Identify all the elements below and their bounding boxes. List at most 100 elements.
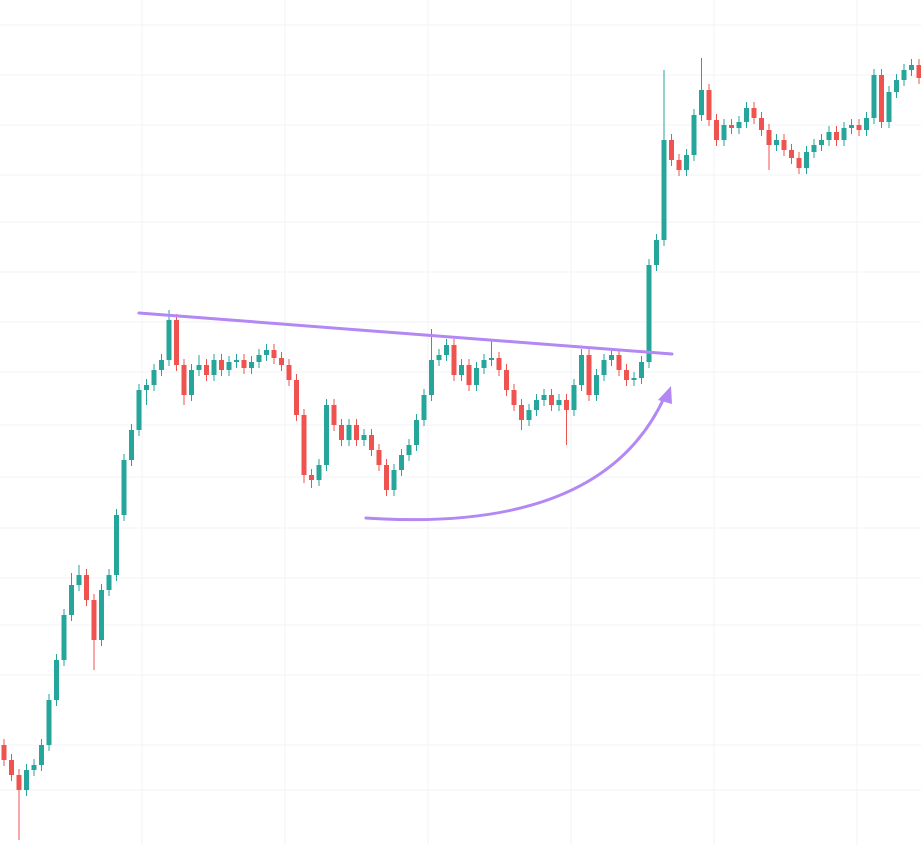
candle-body xyxy=(99,590,104,640)
candle-body xyxy=(714,120,719,140)
candle-body xyxy=(879,75,884,122)
annotations xyxy=(137,311,674,522)
candle-body xyxy=(474,368,479,385)
candle-body xyxy=(264,350,269,355)
candle-body xyxy=(699,90,704,115)
candle-body xyxy=(114,515,119,575)
candle-body xyxy=(346,425,352,440)
candle-body xyxy=(639,362,644,378)
candle-body xyxy=(804,152,809,168)
candle-body xyxy=(249,362,254,368)
candle-body xyxy=(369,435,374,450)
candle-body xyxy=(84,575,89,600)
candle-body xyxy=(459,365,464,375)
candle-body xyxy=(219,360,224,370)
candle-body xyxy=(909,65,914,70)
candle-body xyxy=(556,400,562,405)
candle-body xyxy=(631,378,637,380)
candle-body xyxy=(46,700,52,745)
candle-body xyxy=(294,380,299,415)
arrow-head xyxy=(658,386,672,404)
candle-body xyxy=(406,445,412,455)
candle-body xyxy=(706,90,712,120)
candle-body xyxy=(549,395,554,405)
candle-body xyxy=(451,345,457,375)
candle-body xyxy=(31,765,37,770)
candle-body xyxy=(376,450,382,465)
candle-body xyxy=(504,370,509,390)
candle-body xyxy=(69,585,74,615)
candle-body xyxy=(414,420,419,445)
candle-body xyxy=(781,140,787,150)
curved-arrow xyxy=(364,396,666,522)
candle-body xyxy=(901,70,907,80)
candle-body xyxy=(144,385,149,390)
candle-body xyxy=(384,465,389,490)
candle-body xyxy=(886,92,892,122)
candle-body xyxy=(489,358,494,360)
candle-body xyxy=(286,365,292,380)
candle-body xyxy=(774,140,779,145)
candle-body xyxy=(624,370,629,380)
candle-body xyxy=(241,360,247,368)
candle-body xyxy=(894,80,899,92)
candle-body xyxy=(796,158,802,168)
candle-body xyxy=(444,345,449,355)
candle-body xyxy=(204,365,209,375)
candle-body xyxy=(721,125,727,140)
candle-body xyxy=(234,360,239,362)
candle-body xyxy=(759,118,764,130)
candle-body xyxy=(279,358,284,365)
candle-body xyxy=(871,75,877,118)
candle-body xyxy=(301,415,307,475)
candle-body xyxy=(564,400,569,410)
candle-body xyxy=(541,395,547,400)
candle-body xyxy=(766,130,772,145)
candle-body xyxy=(594,375,599,395)
candle-body xyxy=(481,360,487,368)
candle-body xyxy=(684,155,689,170)
candle-body xyxy=(316,465,322,480)
candle-body xyxy=(61,615,67,660)
candle-body xyxy=(39,745,44,765)
candle-body xyxy=(181,365,187,395)
candle-body xyxy=(76,575,82,585)
candle-body xyxy=(391,470,397,490)
candle-body xyxy=(496,358,502,370)
candle-body xyxy=(511,390,517,405)
candle-body xyxy=(331,405,337,425)
candle-body xyxy=(849,125,854,128)
candle-body xyxy=(361,435,367,440)
candle-body xyxy=(24,770,29,790)
candle-body xyxy=(834,132,839,140)
candle-body xyxy=(751,108,757,118)
candles xyxy=(1,58,921,840)
candle-body xyxy=(691,115,697,155)
candle-body xyxy=(729,125,734,128)
candle-body xyxy=(856,125,862,130)
candle-body xyxy=(646,265,652,362)
candle-body xyxy=(519,405,524,420)
candle-body xyxy=(811,145,817,152)
candle-body xyxy=(421,395,427,420)
candle-body xyxy=(91,600,97,640)
candle-body xyxy=(841,128,847,140)
candle-body xyxy=(571,385,577,410)
candle-body xyxy=(744,108,749,122)
candle-body xyxy=(211,360,217,375)
candle-body xyxy=(534,400,539,410)
candle-body xyxy=(399,455,404,470)
trend-line xyxy=(137,311,674,356)
candle-body xyxy=(916,65,921,78)
candle-body xyxy=(151,370,157,385)
candle-body xyxy=(579,355,584,385)
candle-body xyxy=(819,140,824,145)
candle-body xyxy=(526,410,532,420)
candle-body xyxy=(601,360,607,375)
candle-body xyxy=(256,355,262,362)
candle-body xyxy=(9,760,14,775)
candle-body xyxy=(661,140,667,240)
candle-body xyxy=(189,370,194,395)
